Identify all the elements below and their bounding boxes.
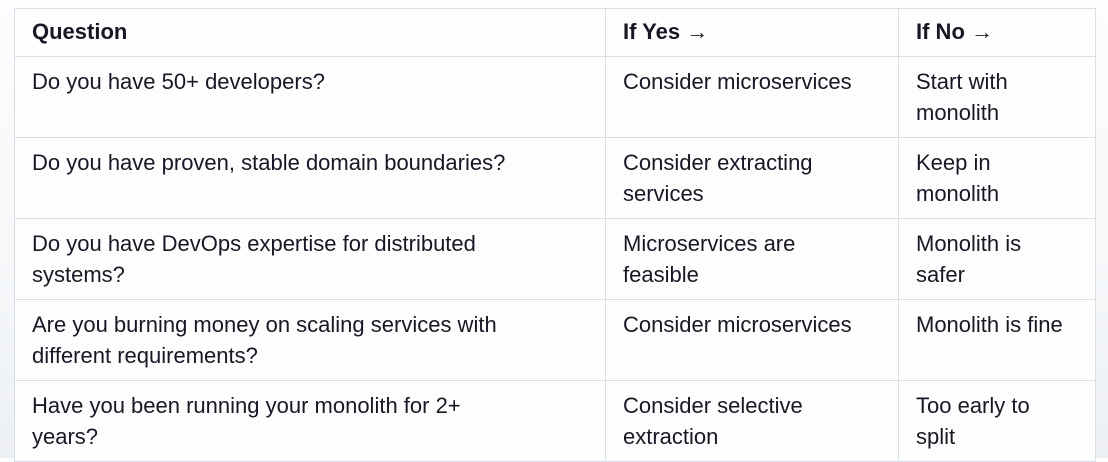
- if-yes-cell: Consider extracting services: [605, 137, 899, 219]
- table-row: Do you have 50+ developers? Consider mic…: [14, 56, 1096, 138]
- question-cell: Do you have proven, stable domain bounda…: [14, 137, 606, 219]
- question-cell: Do you have DevOps expertise for distrib…: [14, 218, 606, 300]
- if-no-cell: Monolith is fine: [898, 299, 1096, 381]
- header-row: Question If Yes → If No →: [14, 8, 1096, 57]
- if-no-cell: Keep in monolith: [898, 137, 1096, 219]
- if-no-cell: Too early to split: [898, 380, 1096, 462]
- if-yes-cell: Consider microservices: [605, 299, 899, 381]
- decision-table-container: Question If Yes → If No → Do you have 50…: [14, 8, 1096, 462]
- if-yes-cell: Microservices are feasible: [605, 218, 899, 300]
- column-header-question: Question: [14, 8, 606, 57]
- if-yes-cell: Consider microservices: [605, 56, 899, 138]
- table-row: Are you burning money on scaling service…: [14, 299, 1096, 381]
- question-cell: Are you burning money on scaling service…: [14, 299, 606, 381]
- if-yes-cell: Consider selective extraction: [605, 380, 899, 462]
- column-header-if-yes: If Yes →: [605, 8, 899, 57]
- table-row: Have you been running your monolith for …: [14, 380, 1096, 462]
- table-row: Do you have proven, stable domain bounda…: [14, 137, 1096, 219]
- decision-table: Question If Yes → If No → Do you have 50…: [14, 8, 1096, 462]
- table-row: Do you have DevOps expertise for distrib…: [14, 218, 1096, 300]
- if-no-cell: Monolith is safer: [898, 218, 1096, 300]
- column-header-if-no: If No →: [898, 8, 1096, 57]
- if-no-cell: Start with monolith: [898, 56, 1096, 138]
- question-cell: Do you have 50+ developers?: [14, 56, 606, 138]
- question-cell: Have you been running your monolith for …: [14, 380, 606, 462]
